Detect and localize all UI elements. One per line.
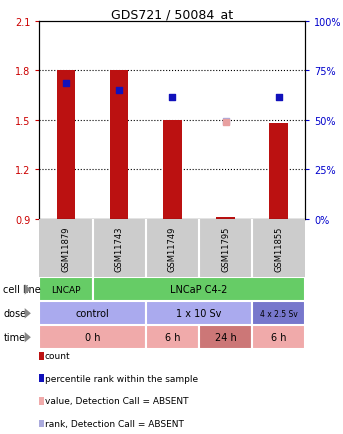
Title: GDS721 / 50084_at: GDS721 / 50084_at	[111, 7, 234, 20]
Bar	[199, 326, 252, 349]
Bar	[57, 71, 75, 219]
Point	[170, 95, 175, 102]
Text: LNCaP C4-2: LNCaP C4-2	[170, 285, 228, 295]
Bar	[39, 278, 93, 302]
Bar	[93, 278, 305, 302]
Text: count: count	[45, 352, 70, 360]
Text: value, Detection Call = ABSENT: value, Detection Call = ABSENT	[45, 397, 188, 405]
Point	[223, 118, 228, 125]
Bar	[163, 121, 182, 219]
Text: GSM11743: GSM11743	[115, 226, 124, 271]
Text: 4 x 2.5 Sv: 4 x 2.5 Sv	[260, 309, 298, 318]
Point	[63, 81, 69, 88]
Text: GSM11855: GSM11855	[274, 226, 283, 271]
Text: 24 h: 24 h	[215, 332, 236, 342]
Text: LNCAP: LNCAP	[51, 285, 81, 294]
Text: GSM11879: GSM11879	[61, 226, 71, 271]
Text: GSM11749: GSM11749	[168, 226, 177, 271]
Text: percentile rank within the sample: percentile rank within the sample	[45, 374, 198, 383]
Bar	[269, 124, 288, 219]
Text: control: control	[76, 309, 109, 319]
Bar	[110, 71, 129, 219]
Point	[116, 87, 122, 94]
Text: dose: dose	[3, 309, 26, 319]
Bar	[252, 302, 305, 326]
Point	[276, 95, 281, 102]
Text: GSM11795: GSM11795	[221, 226, 230, 271]
Bar	[39, 302, 146, 326]
Bar	[146, 326, 199, 349]
Text: 1 x 10 Sv: 1 x 10 Sv	[176, 309, 222, 319]
Text: cell line: cell line	[3, 285, 41, 295]
Text: 6 h: 6 h	[271, 332, 286, 342]
Text: rank, Detection Call = ABSENT: rank, Detection Call = ABSENT	[45, 419, 184, 428]
Text: 6 h: 6 h	[165, 332, 180, 342]
Point	[223, 119, 228, 126]
Text: 0 h: 0 h	[85, 332, 100, 342]
Bar	[252, 326, 305, 349]
Bar	[146, 302, 252, 326]
Bar	[216, 217, 235, 219]
Bar	[39, 326, 146, 349]
Text: time: time	[3, 332, 26, 342]
